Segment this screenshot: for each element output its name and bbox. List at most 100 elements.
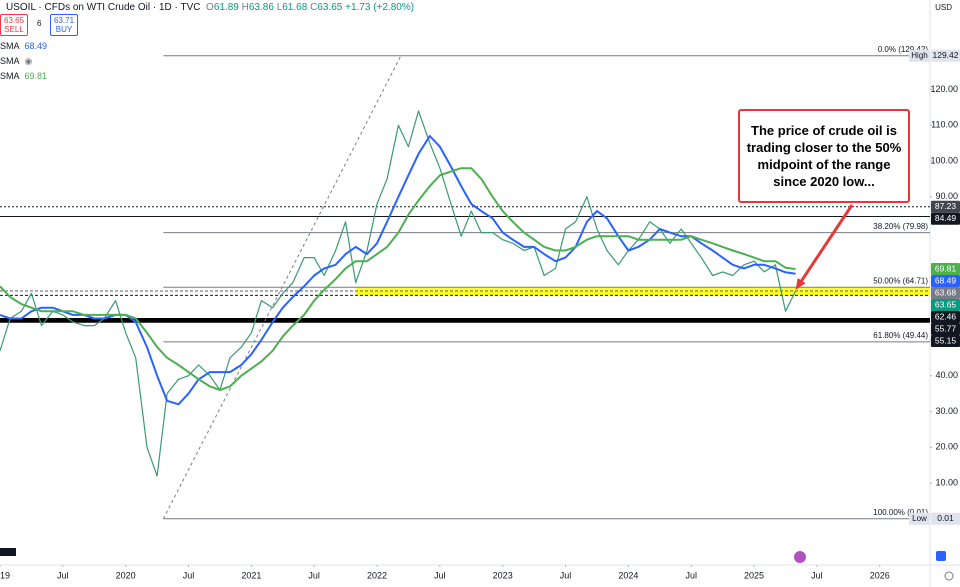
symbol: USOIL · CFDs on WTI Crude Oil · 1D · TVC (6, 2, 201, 13)
ohlc-o: O (206, 2, 214, 13)
price-label-text: 84.49 (935, 213, 957, 223)
fib-level-label: 0.0% (129.42) (878, 45, 929, 54)
price-label-box (931, 335, 960, 348)
sell-label: SELL (4, 25, 24, 34)
price-label-text: 0.01 (937, 513, 954, 523)
indicator-hidden: ◉ (24, 56, 33, 66)
price-label: 63.68 (931, 287, 960, 300)
settings-icon (944, 571, 954, 581)
annotation-arrow (798, 204, 854, 285)
price-label: 62.46 (931, 311, 960, 324)
price-tag-box (909, 49, 930, 62)
indicator[interactable]: SMA ◉ (0, 56, 32, 67)
y-tick-label: 90.00 (935, 191, 958, 201)
price-label-box (931, 287, 960, 300)
fib-level-label: 50.00% (64.71) (873, 276, 928, 285)
ohlc-l: L (276, 2, 283, 13)
tv-logo (0, 548, 16, 556)
price-label-box (931, 212, 960, 225)
annotation: The price of crude oil is trading closer… (738, 109, 910, 203)
indicator-name: SMA (0, 41, 20, 51)
price-label-text: 55.77 (935, 323, 957, 333)
sma-line (0, 167, 796, 391)
indicator[interactable]: SMA 68.49 (0, 41, 47, 51)
buy-price: 63.71 (54, 16, 75, 25)
ohlc-h: H (241, 2, 249, 13)
y-tick-label: 20.00 (935, 442, 958, 452)
ohlc-c-value: 63.65 (317, 2, 343, 13)
sma-line (0, 135, 796, 406)
buy-button[interactable]: 63.71 BUY (50, 14, 79, 36)
indicator[interactable]: SMA 69.81 (0, 71, 47, 81)
x-tick-label: Jul (560, 570, 572, 580)
indicator-name: SMA (0, 56, 20, 66)
buy-label: BUY (55, 25, 73, 34)
ohlc-h-value: 63.86 (248, 2, 274, 13)
price-label: 55.77 (931, 323, 960, 336)
y-tick-label: 100.00 (930, 155, 958, 165)
x-tick-label: 2021 (241, 570, 261, 580)
fib-level-label: 38.20% (79.98) (873, 222, 928, 231)
price-label-box (931, 311, 960, 324)
fib-level-label: 100.00% (0.01) (873, 508, 928, 517)
symbol-header: USOIL · CFDs on WTI Crude Oil · 1D · TVC… (6, 2, 414, 13)
price-label-text: 87.23 (935, 201, 957, 211)
ohlc-o-value: 61.89 (213, 2, 239, 13)
annotation-arrowhead (795, 278, 806, 290)
y-tick-label: 40.00 (935, 370, 958, 380)
x-tick-label: 2023 (493, 570, 513, 580)
price-tag-box (909, 512, 930, 525)
x-tick-label: Jul (434, 570, 446, 580)
x-tick-label: 2024 (618, 570, 638, 580)
price-label-text: 55.15 (935, 335, 957, 345)
x-tick-label: Jul (685, 570, 697, 580)
y-tick-label: 10.00 (935, 477, 958, 487)
y-tick-label: 110.00 (931, 120, 958, 130)
price-label-text: 63.65 (935, 299, 957, 309)
price-label-box (931, 512, 960, 525)
price-label: 87.23 (931, 200, 960, 213)
x-tick-label: 2025 (744, 570, 764, 580)
price-label-text: 69.81 (935, 263, 957, 273)
y-tick-label: 120.00 (930, 84, 958, 94)
price-label: 69.81 (931, 263, 960, 276)
x-tick-label: 2019 (0, 570, 10, 580)
x-tick-label: 2022 (367, 570, 387, 580)
y-tick-label: 30.00 (935, 406, 958, 416)
price-label-box (931, 263, 960, 276)
price-label: 84.49 (931, 212, 960, 225)
x-tick-label: Jul (811, 570, 823, 580)
currency: USD (935, 3, 952, 12)
sell-button[interactable]: 63.65 SELL (0, 14, 29, 36)
price-label-box (931, 49, 960, 62)
auto-scale-button (936, 551, 946, 561)
price-label: 68.49 (931, 275, 960, 288)
price-label-box (931, 299, 960, 312)
indicator-value: 69.81 (24, 71, 48, 81)
price-label-text: 63.68 (935, 287, 957, 297)
fib-level-label: 61.80% (49.44) (873, 331, 928, 340)
price-label: 129.42 High (909, 49, 960, 62)
x-tick-label: 2020 (116, 570, 136, 580)
indicator-name: SMA (0, 71, 20, 81)
ohlc-change: +1.73 (+2.80%) (345, 2, 415, 13)
x-tick-label: Jul (183, 570, 195, 580)
price-tag: Low (912, 514, 927, 523)
event-icon (794, 551, 806, 563)
price-line (0, 110, 797, 477)
price-label: 63.65 (931, 299, 960, 312)
x-tick-label: Jul (308, 570, 320, 580)
price-label-text: 129.42 (933, 50, 959, 60)
indicator-value: 68.49 (24, 41, 48, 51)
price-label: 0.01 Low (909, 512, 960, 525)
price-label-text: 68.49 (935, 275, 957, 285)
price-label-box (931, 200, 960, 213)
ohlc-c: C (310, 2, 318, 13)
x-tick-label: 2026 (870, 570, 890, 580)
price-label: 55.15 (931, 335, 960, 348)
price-label-box (931, 275, 960, 288)
x-tick-label: Jul (57, 570, 69, 580)
spread: 6 (37, 19, 42, 28)
